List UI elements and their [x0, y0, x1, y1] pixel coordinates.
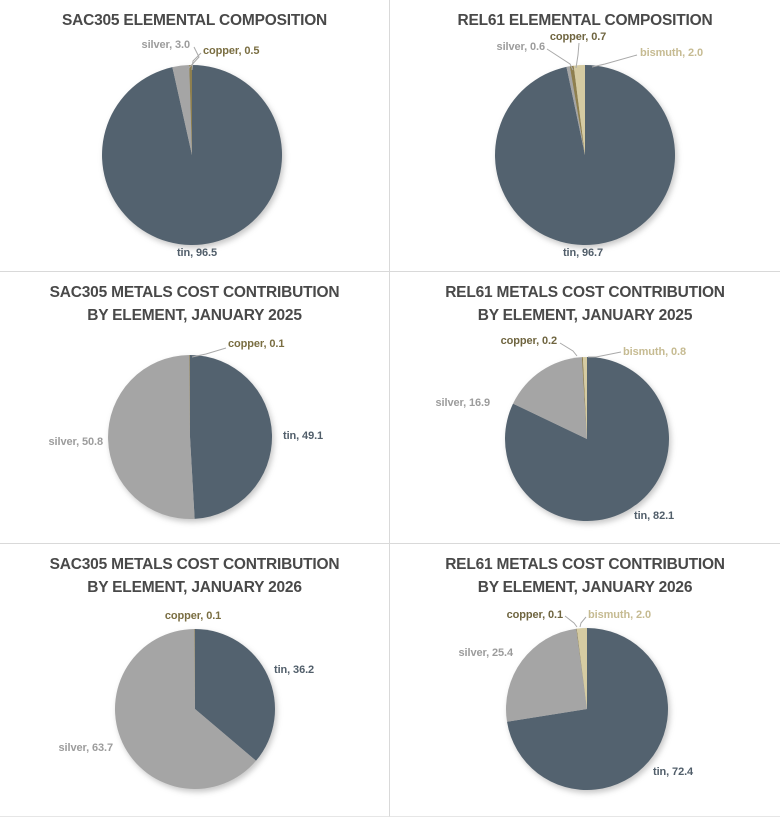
chart-title-line: SAC305 METALS COST CONTRIBUTION [49, 556, 340, 573]
pie-chart [506, 615, 669, 790]
pie-chart [102, 46, 283, 245]
data-label-copper: copper, 0.2 [500, 335, 557, 347]
chart-title-line: BY ELEMENT, JANUARY 2026 [87, 579, 302, 596]
pie-slice-tin [507, 628, 669, 790]
pie-slice-tin [195, 629, 276, 761]
pie-slice-tin [102, 65, 283, 245]
data-label-tin: tin, 96.7 [562, 247, 604, 259]
pie-chart [505, 342, 670, 521]
chart-title: SAC305 METALS COST CONTRIBUTION BY ELEME… [0, 281, 389, 327]
data-label-tin: tin, 72.4 [653, 766, 694, 778]
data-label-tin: tin, 36.2 [274, 664, 315, 676]
chart-title-line: REL61 METALS COST CONTRIBUTION [445, 556, 725, 573]
pie-slice-silver [506, 628, 587, 722]
data-label-copper: copper, 0.7 [549, 31, 607, 43]
pie-slice-copper [194, 628, 195, 709]
pie-slice-copper [581, 357, 587, 439]
data-label-silver: silver, 3.0 [141, 39, 191, 51]
chart-panel-sac305-elemental-composition: SAC305 ELEMENTAL COMPOSITION tin, 96.5 si… [0, 0, 390, 272]
chart-panel-sac305-cost-jan-2026: SAC305 METALS COST CONTRIBUTION BY ELEME… [0, 544, 390, 817]
chart-title: SAC305 METALS COST CONTRIBUTION BY ELEME… [0, 553, 389, 599]
pie-slice-bismuth [576, 628, 587, 709]
pie-slice-silver [566, 66, 585, 155]
pie-slice-silver [108, 355, 195, 519]
data-label-bismuth: bismuth, 0.8 [623, 346, 686, 358]
pie-slice-copper [189, 354, 190, 437]
pie-chart [115, 628, 276, 789]
data-label-copper: copper, 0.1 [228, 338, 285, 350]
label-leader-line [186, 46, 200, 71]
label-leader-line [559, 342, 578, 357]
data-label-tin: tin, 96.5 [176, 247, 218, 259]
chart-title-line: BY ELEMENT, JANUARY 2025 [87, 307, 302, 324]
pie-chart [108, 347, 273, 519]
chart-title: REL61 ELEMENTAL COMPOSITION [390, 9, 780, 32]
label-leader-line [191, 52, 202, 71]
pie-slice-silver [115, 629, 256, 789]
data-label-bismuth: bismuth, 2.0 [588, 609, 651, 621]
data-label-silver: silver, 16.9 [435, 397, 491, 409]
pie-slice-bismuth [573, 65, 585, 155]
pie-slice-tin [190, 355, 273, 519]
data-label-silver: silver, 63.7 [58, 742, 114, 754]
data-label-tin: tin, 82.1 [634, 510, 675, 522]
pie-slice-silver [513, 357, 587, 439]
pie-chart [495, 42, 676, 246]
pie-slice-copper [576, 628, 587, 709]
data-label-tin: tin, 49.1 [283, 430, 324, 442]
chart-title: SAC305 ELEMENTAL COMPOSITION [0, 9, 389, 32]
pie-slice-tin [495, 64, 676, 246]
pie-slice-bismuth [582, 356, 587, 439]
chart-title: REL61 METALS COST CONTRIBUTION BY ELEMEN… [390, 281, 780, 327]
data-label-silver: silver, 50.8 [48, 436, 104, 448]
chart-title-line: BY ELEMENT, JANUARY 2026 [477, 579, 693, 596]
chart-panel-sac305-cost-jan-2025: SAC305 METALS COST CONTRIBUTION BY ELEME… [0, 272, 390, 544]
label-leader-line [191, 347, 227, 358]
data-label-copper: copper, 0.5 [203, 45, 260, 57]
chart-title-line: BY ELEMENT, JANUARY 2025 [477, 307, 693, 324]
chart-title-line: SAC305 METALS COST CONTRIBUTION [49, 284, 340, 301]
data-label-silver: silver, 25.4 [458, 647, 514, 659]
pie-slice-silver [172, 65, 192, 155]
pie-slice-copper [569, 65, 585, 155]
data-label-bismuth: bismuth, 2.0 [640, 47, 703, 59]
chart-panel-rel61-cost-jan-2025: REL61 METALS COST CONTRIBUTION BY ELEMEN… [390, 272, 780, 544]
pie-slice-copper [189, 64, 192, 155]
label-leader-line [579, 616, 587, 628]
label-leader-line [575, 42, 580, 69]
chart-title-line: REL61 METALS COST CONTRIBUTION [445, 284, 725, 301]
label-leader-line [564, 615, 578, 628]
data-label-copper: copper, 0.1 [506, 609, 563, 621]
chart-panel-rel61-cost-jan-2026: REL61 METALS COST CONTRIBUTION BY ELEMEN… [390, 544, 780, 817]
chart-title-line: REL61 ELEMENTAL COMPOSITION [457, 12, 713, 29]
chart-panel-rel61-elemental-composition: REL61 ELEMENTAL COMPOSITION tin, 96.7 sil… [390, 0, 780, 272]
data-label-silver: silver, 0.6 [496, 41, 546, 53]
label-leader-line [546, 48, 574, 71]
label-leader-line [591, 54, 638, 68]
label-leader-line [588, 351, 622, 358]
chart-title-line: SAC305 ELEMENTAL COMPOSITION [61, 12, 328, 29]
data-label-copper: copper, 0.1 [164, 610, 222, 622]
chart-title: REL61 METALS COST CONTRIBUTION BY ELEMEN… [390, 553, 780, 599]
pie-slice-tin [505, 357, 670, 521]
